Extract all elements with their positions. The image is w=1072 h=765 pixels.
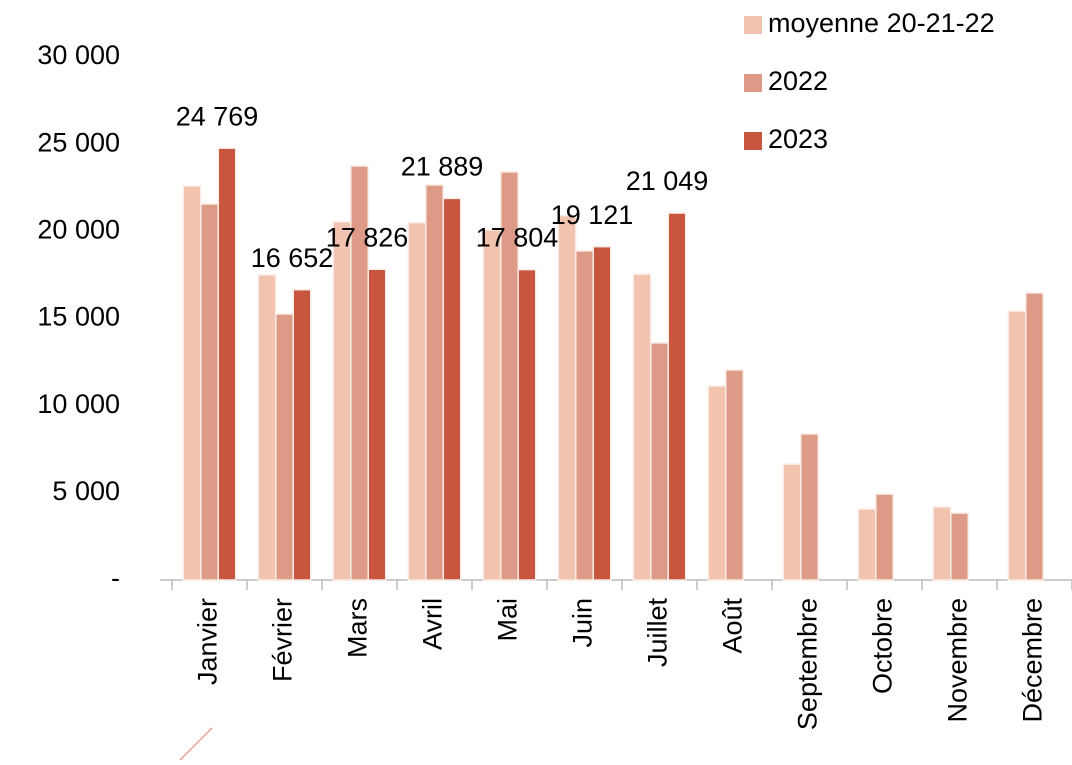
bar xyxy=(332,221,352,581)
bar xyxy=(875,493,894,581)
data-label: 21 049 xyxy=(626,166,709,196)
x-tick-label: Octobre xyxy=(868,598,898,694)
bar xyxy=(632,273,652,581)
x-tick-label: Avril xyxy=(418,598,448,650)
bar xyxy=(482,229,502,581)
bar xyxy=(275,313,294,581)
bar xyxy=(292,288,312,581)
bar xyxy=(217,147,237,581)
bar xyxy=(442,197,462,581)
x-tick-label: Janvier xyxy=(193,598,223,685)
y-tick-label: 15 000 xyxy=(37,302,120,332)
x-tick-label: Février xyxy=(268,598,298,682)
x-tick-label: Mai xyxy=(493,598,523,642)
data-label: 16 652 xyxy=(251,243,334,273)
x-tick-label: Juillet xyxy=(643,598,673,668)
data-label: 21 889 xyxy=(401,152,484,182)
bar xyxy=(592,245,612,581)
bar xyxy=(425,184,444,581)
y-tick-label: 25 000 xyxy=(37,127,120,157)
x-tick-label: Juin xyxy=(568,598,598,648)
bar xyxy=(932,506,952,581)
y-tick-label: 5 000 xyxy=(52,476,120,506)
legend-swatch xyxy=(744,132,762,150)
bar xyxy=(650,342,669,581)
x-tick-label: Septembre xyxy=(793,598,823,730)
x-tick-label: Mars xyxy=(343,598,373,658)
legend-label: 2023 xyxy=(768,124,828,154)
data-label: 19 121 xyxy=(551,200,634,230)
x-tick-label: Novembre xyxy=(943,598,973,723)
bar xyxy=(782,463,802,581)
bar xyxy=(367,268,387,581)
y-tick-label: 10 000 xyxy=(37,389,120,419)
x-tick-label: Août xyxy=(718,598,748,654)
bar xyxy=(857,508,877,581)
bar xyxy=(667,212,687,581)
bar xyxy=(1025,292,1044,581)
legend-label: 2022 xyxy=(768,66,828,96)
legend-label: moyenne 20-21-22 xyxy=(768,8,995,38)
bar xyxy=(557,214,577,581)
legend-swatch xyxy=(744,16,762,34)
bar xyxy=(950,512,969,581)
y-tick-label: - xyxy=(111,563,120,593)
bar xyxy=(517,268,537,581)
bar xyxy=(257,274,277,581)
bar xyxy=(1007,310,1027,581)
legend-swatch xyxy=(744,74,762,92)
data-label: 24 769 xyxy=(176,101,259,131)
x-tick-label: Décembre xyxy=(1018,598,1048,723)
bar xyxy=(575,250,594,581)
bar xyxy=(200,203,219,581)
arrow xyxy=(179,727,213,761)
data-label: 17 804 xyxy=(476,223,559,253)
bar xyxy=(182,185,202,581)
y-tick-label: 20 000 xyxy=(37,214,120,244)
bar xyxy=(725,369,744,581)
y-tick-label: 30 000 xyxy=(37,40,120,70)
data-label: 17 826 xyxy=(326,222,409,252)
bar xyxy=(800,433,819,581)
bar xyxy=(407,221,427,581)
bar xyxy=(707,385,727,581)
